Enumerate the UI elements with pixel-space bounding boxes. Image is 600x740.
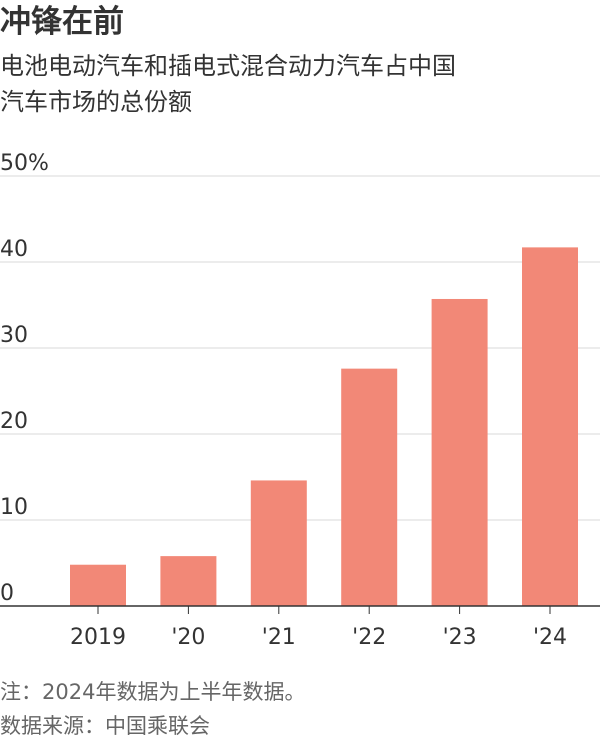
y-tick-label: 20 [0, 409, 28, 434]
chart-title: 冲锋在前 [0, 4, 124, 40]
x-tick-label: '21 [262, 625, 296, 650]
x-tick-label: 2019 [70, 625, 126, 650]
x-tick-label: '22 [352, 625, 386, 650]
y-tick-label: 0 [0, 581, 14, 606]
bar [522, 247, 578, 606]
x-tick-label: '24 [533, 625, 567, 650]
y-tick-label: 30 [0, 323, 28, 348]
subtitle-line-1: 电池电动汽车和插电式混合动力汽车占中国 [0, 52, 456, 80]
source-note: 数据来源：中国乘联会 [0, 714, 210, 738]
bar [250, 480, 307, 606]
chart-subtitle: 电池电动汽车和插电式混合动力汽车占中国 汽车市场的总份额 [0, 48, 600, 120]
x-tick-label: '20 [171, 625, 205, 650]
bar [431, 298, 488, 606]
gridlines [0, 175, 600, 521]
y-tick-label: 50% [0, 151, 49, 176]
y-tick-label: 40 [0, 237, 28, 262]
bar [160, 556, 217, 606]
x-tick-labels: 2019 '20 '21 '22 '23 '24 [70, 625, 567, 650]
x-tick-label: '23 [443, 625, 477, 650]
bar [70, 564, 126, 606]
bars [70, 247, 578, 606]
bar [341, 368, 398, 606]
footnote: 注：2024年数据为上半年数据。 [0, 680, 306, 704]
y-tick-labels: 0 10 20 30 40 50% [0, 151, 49, 606]
bar-chart: 0 10 20 30 40 50% 2019 '20 '21 '22 '23 '24 [0, 151, 600, 650]
subtitle-line-2: 汽车市场的总份额 [0, 88, 192, 116]
y-tick-label: 10 [0, 495, 28, 520]
x-axis [0, 605, 600, 614]
